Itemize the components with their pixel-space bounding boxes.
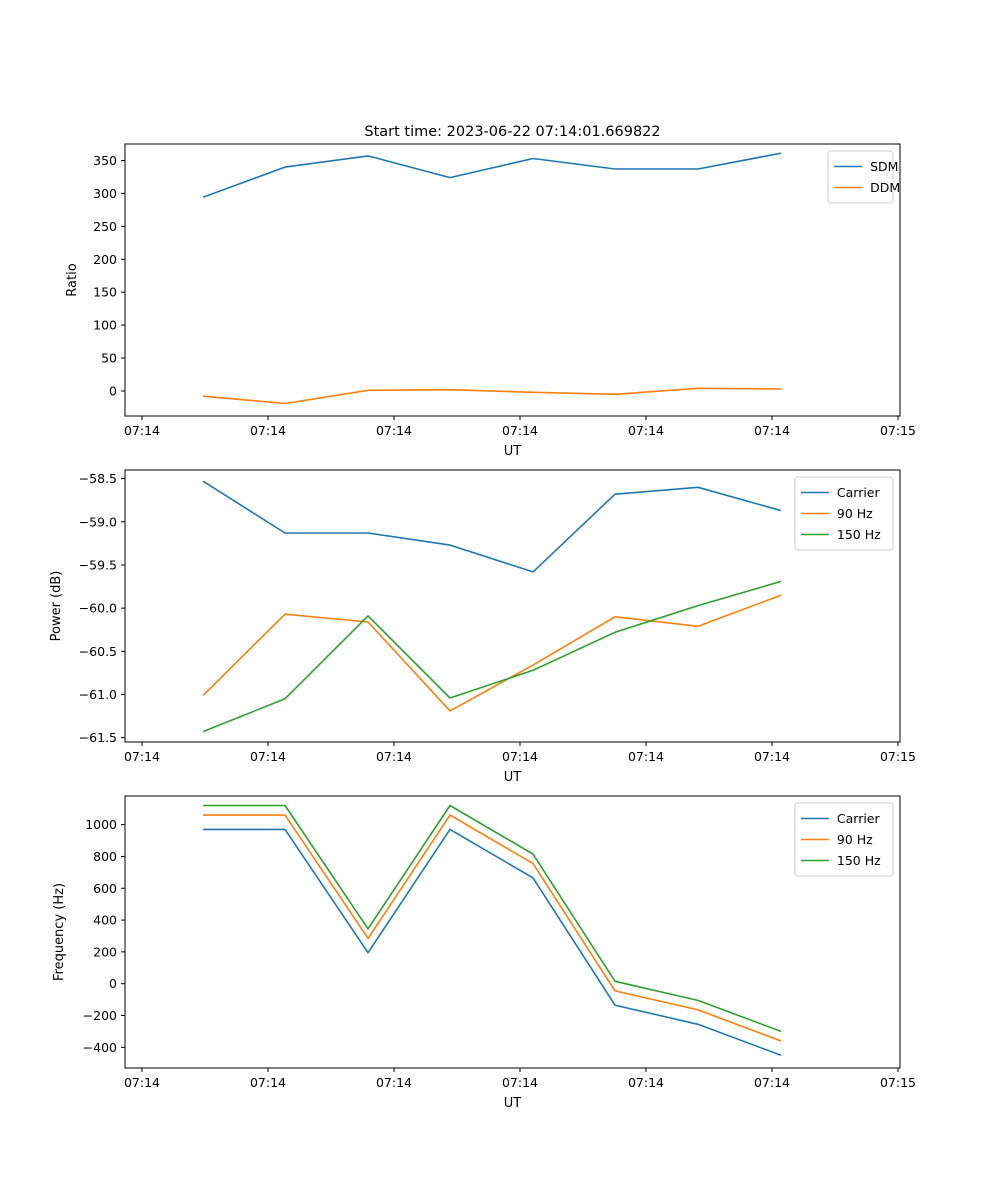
axes-frame	[124, 469, 901, 743]
y-tick-label: −60.5	[79, 644, 117, 659]
y-tick-label: 150	[93, 285, 117, 300]
legend-label: Carrier	[837, 485, 881, 500]
series-line-carrier	[202, 480, 782, 573]
figure-title: Start time: 2023-06-22 07:14:01.669822	[364, 124, 660, 140]
x-tick-label: 07:15	[880, 1075, 916, 1090]
series-line-carrier	[203, 828, 782, 1057]
y-tick-label: 0	[109, 976, 117, 991]
panels: 07:14 07:14 07:14 07:14 07:14 07:14 07:15 UT 0 50…	[49, 143, 916, 1111]
x-tick-label: 07:14	[502, 423, 538, 438]
legend: SDM DDM	[827, 150, 900, 204]
series-line-sdm	[202, 152, 782, 199]
x-tick-label: 07:14	[754, 423, 790, 438]
y-tick-label: 200	[93, 944, 117, 959]
x-tick-label: 07:14	[376, 423, 412, 438]
x-tick-label: 07:14	[754, 1075, 790, 1090]
y-tick-label: 200	[93, 252, 117, 267]
y-tick-label: −200	[83, 1008, 117, 1023]
x-axis-label: UT	[504, 1096, 522, 1111]
x-tick-label: 07:14	[376, 1075, 412, 1090]
legend-box	[794, 476, 894, 551]
x-tick-label: 07:14	[376, 749, 412, 764]
y-tick-label: 300	[93, 186, 117, 201]
y-axis-label: Power (dB)	[49, 571, 64, 642]
panel-1: 07:14 07:14 07:14 07:14 07:14 07:14 07:15 UT 0 50…	[65, 143, 916, 459]
legend-label: Carrier	[837, 811, 881, 826]
legend-box	[827, 150, 894, 204]
legend-label: 150 Hz	[837, 527, 881, 542]
axes-frame	[124, 795, 901, 1069]
series-line-90-hz	[203, 814, 782, 1042]
x-axis-label: UT	[504, 444, 522, 459]
x-tick-label: 07:15	[880, 423, 916, 438]
y-tick-label: −58.5	[79, 471, 117, 486]
x-tick-label: 07:14	[250, 1075, 286, 1090]
series-line-150-hz	[202, 580, 782, 733]
x-tick-label: 07:14	[502, 749, 538, 764]
legend-label: 90 Hz	[837, 832, 873, 847]
x-tick-label: 07:14	[628, 423, 664, 438]
y-tick-label: 800	[93, 849, 117, 864]
y-tick-label: 50	[101, 351, 117, 366]
panel-3: 07:14 07:14 07:14 07:14 07:14 07:14 07:15 UT −40…	[52, 795, 916, 1111]
axes-frame	[124, 143, 901, 417]
series-line-90-hz	[202, 594, 782, 712]
y-tick-label: −59.0	[79, 514, 117, 529]
y-tick-label: 100	[93, 318, 117, 333]
y-tick-label: −59.5	[79, 557, 117, 572]
panel-2: 07:14 07:14 07:14 07:14 07:14 07:14 07:15 UT −61…	[49, 469, 916, 785]
legend-box	[794, 802, 894, 877]
x-tick-label: 07:14	[124, 423, 160, 438]
legend: Carrier 90 Hz 150 Hz	[794, 476, 894, 551]
y-tick-label: 0	[109, 383, 117, 398]
y-axis-label: Ratio	[65, 263, 80, 296]
y-tick-label: −60.0	[79, 601, 117, 616]
x-tick-label: 07:14	[628, 1075, 664, 1090]
legend-label: DDM	[870, 180, 900, 195]
y-axis-label: Frequency (Hz)	[52, 883, 67, 981]
legend: Carrier 90 Hz 150 Hz	[794, 802, 894, 877]
x-tick-label: 07:14	[124, 749, 160, 764]
y-tick-label: 1000	[85, 817, 117, 832]
x-tick-label: 07:15	[880, 749, 916, 764]
x-tick-label: 07:14	[502, 1075, 538, 1090]
y-tick-label: 250	[93, 219, 117, 234]
y-tick-label: −61.5	[79, 730, 117, 745]
x-tick-label: 07:14	[754, 749, 790, 764]
y-tick-label: 350	[93, 153, 117, 168]
y-tick-label: 600	[93, 881, 117, 896]
x-axis-label: UT	[504, 770, 522, 785]
x-tick-label: 07:14	[628, 749, 664, 764]
legend-label: 150 Hz	[837, 853, 881, 868]
legend-label: 90 Hz	[837, 506, 873, 521]
y-tick-label: 400	[93, 913, 117, 928]
y-tick-label: −61.0	[79, 687, 117, 702]
series-line-150-hz	[203, 804, 782, 1033]
x-tick-label: 07:14	[250, 423, 286, 438]
y-tick-label: −400	[83, 1040, 117, 1055]
x-tick-label: 07:14	[124, 1075, 160, 1090]
series-line-ddm	[202, 387, 782, 405]
legend-label: SDM	[870, 159, 898, 174]
x-tick-label: 07:14	[250, 749, 286, 764]
